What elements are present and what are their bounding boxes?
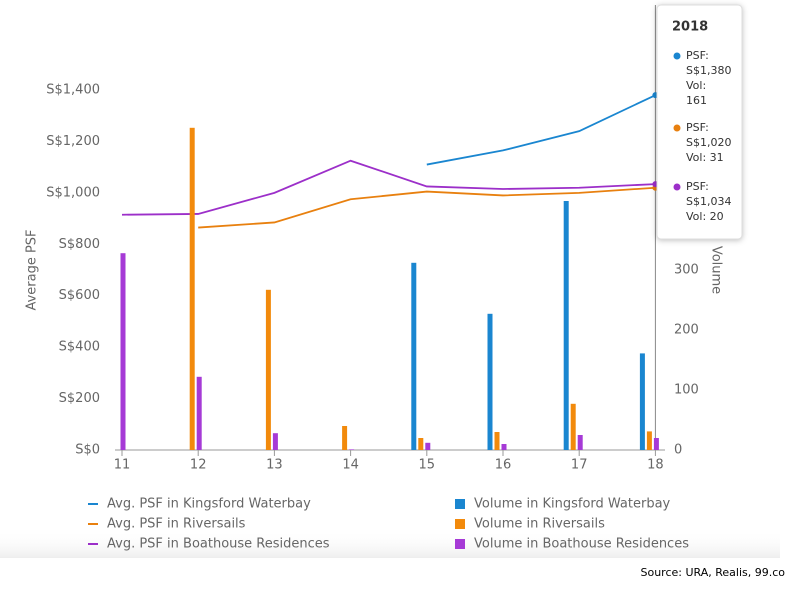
bar: [577, 435, 583, 450]
bar: [349, 449, 355, 450]
y-tick-label: S$1,400: [46, 83, 100, 98]
tooltip-text: Vol:: [686, 79, 706, 92]
y-tick-label: S$400: [59, 340, 100, 355]
y-tick-label: S$0: [75, 443, 100, 458]
y-tick-label: S$600: [59, 288, 100, 303]
tooltip-text: Vol: 20: [686, 210, 724, 223]
tooltip-text: S$1,380: [686, 64, 731, 77]
legend-label: Avg. PSF in Riversails: [107, 517, 246, 532]
y-tick-label: S$1,200: [46, 134, 100, 149]
legend-swatch: [455, 539, 465, 549]
tooltip-text: PSF:: [686, 49, 709, 62]
bar: [425, 442, 431, 450]
bar: [653, 438, 659, 450]
x-tick-label: 17: [571, 458, 588, 473]
x-tick-label: 15: [419, 458, 436, 473]
tooltip-text: 161: [686, 94, 707, 107]
y-tick-label: S$1,000: [46, 185, 100, 200]
bar: [494, 432, 500, 450]
legend-label: Avg. PSF in Boathouse Residences: [107, 537, 330, 552]
legend-label: Volume in Riversails: [474, 517, 605, 532]
y2-tick-label: 300: [674, 263, 699, 278]
y2-tick-label: 200: [674, 323, 699, 338]
bar: [120, 253, 126, 450]
bar: [342, 426, 348, 450]
y-tick-label: S$200: [59, 391, 100, 406]
legend-swatch: [455, 499, 465, 509]
line: [121, 159, 656, 216]
x-tick-label: 14: [342, 458, 359, 473]
tooltip-text: Vol: 31: [686, 151, 724, 164]
tooltip-dot: [673, 52, 681, 60]
x-tick-label: 16: [495, 458, 512, 473]
legend-label: Volume in Kingsford Waterbay: [474, 497, 671, 512]
y2-tick-label: 0: [674, 443, 682, 458]
tooltip-text: PSF:: [686, 121, 709, 134]
tooltip-text: PSF:: [686, 180, 709, 193]
tooltip: 2018 PSF: S$1,380 Vol: 161 PSF: S$1,020 Vol: 31…: [656, 4, 743, 240]
bar: [411, 262, 417, 450]
legend-label: Volume in Boathouse Residences: [474, 537, 689, 552]
bar: [272, 433, 278, 450]
x-tick-label: 13: [266, 458, 283, 473]
bar: [189, 127, 195, 451]
bar: [196, 376, 202, 450]
legend-swatch: [455, 519, 465, 529]
bar: [418, 438, 424, 450]
y2-tick-label: 100: [674, 383, 699, 398]
x-tick-label: 11: [114, 458, 131, 473]
bar: [570, 403, 576, 450]
tooltip-text: S$1,020: [686, 136, 731, 149]
legend-label: Avg. PSF in Kingsford Waterbay: [107, 497, 311, 512]
tooltip-dot: [673, 183, 681, 191]
bar: [265, 289, 271, 450]
tooltip-title: 2018: [672, 20, 708, 35]
bar: [487, 313, 493, 450]
bar: [563, 201, 569, 450]
tooltip-dot: [673, 124, 681, 132]
line: [198, 186, 656, 229]
x-tick-label: 12: [190, 458, 207, 473]
bar: [646, 431, 652, 450]
y2-axis-label: Volume: [709, 246, 724, 294]
y-tick-label: S$800: [59, 237, 100, 252]
bar: [501, 444, 507, 450]
source: Source: URA, Realis, 99.co: [640, 566, 785, 579]
tooltip-box: [656, 4, 743, 240]
y-axis-label: Average PSF: [25, 229, 40, 310]
line: [426, 94, 656, 166]
bar: [639, 353, 645, 450]
x-tick-label: 18: [647, 458, 664, 473]
fade: [0, 530, 780, 558]
tooltip-text: S$1,034: [686, 195, 731, 208]
